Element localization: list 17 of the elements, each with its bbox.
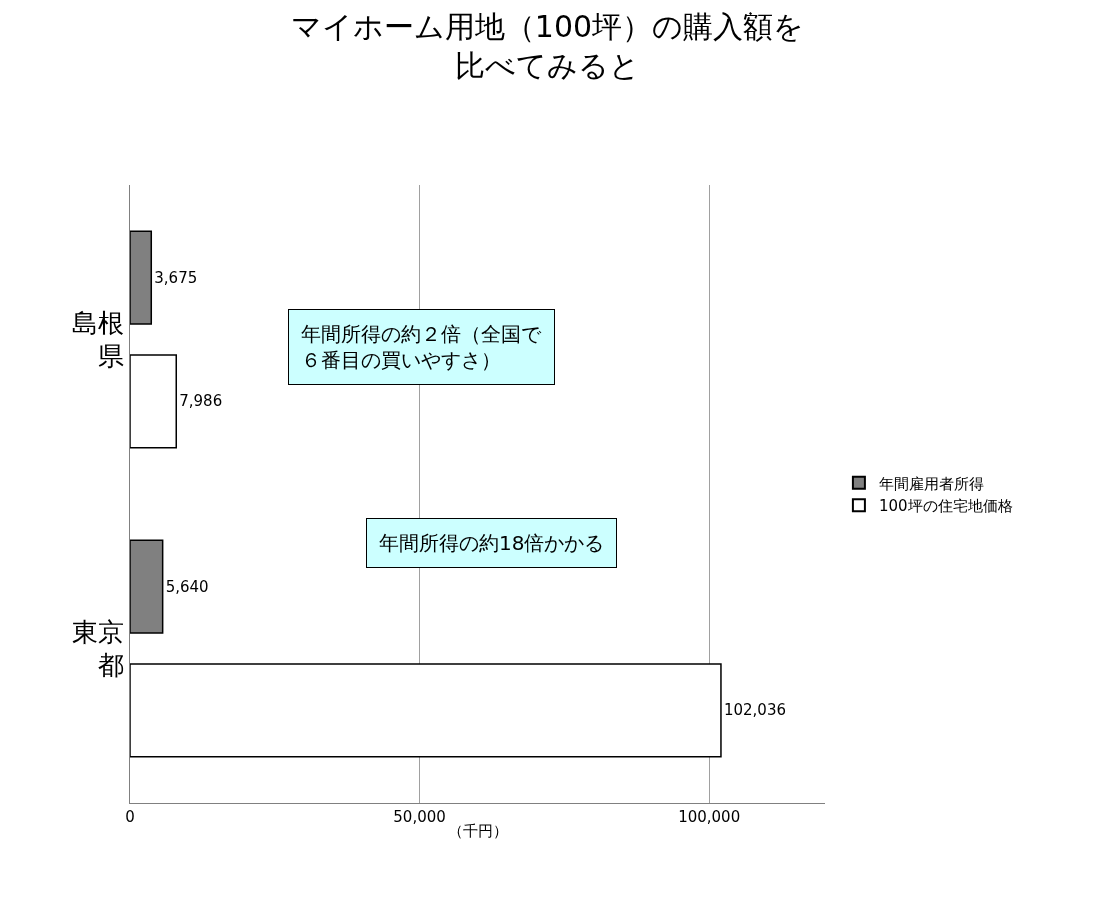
bar	[130, 354, 177, 449]
x-tick-label: 50,000	[393, 808, 446, 826]
chart-title: マイホーム用地（100坪）の購入額を比べてみると	[290, 8, 805, 83]
data-label: 7,986	[179, 392, 223, 411]
x-tick-label: 0	[125, 808, 135, 826]
x-tick-label: 100,000	[678, 808, 741, 826]
annotation: 年間所得の約18倍かかる	[379, 531, 605, 555]
x-axis-title: （千円）	[447, 822, 508, 840]
data-label: 102,036	[723, 701, 786, 720]
data-label: 5,640	[165, 577, 209, 596]
legend-label: 100坪の住宅地価格	[878, 497, 1013, 516]
bar	[130, 663, 722, 758]
y-tick-label: 東京都	[71, 616, 124, 681]
y-tick-label: 島根県	[71, 307, 124, 372]
legend-label: 年間雇用者所得	[878, 474, 984, 493]
annotation: 年間所得の約２倍（全国で６番目の買いやすさ）	[301, 322, 542, 372]
data-label: 3,675	[154, 268, 198, 287]
